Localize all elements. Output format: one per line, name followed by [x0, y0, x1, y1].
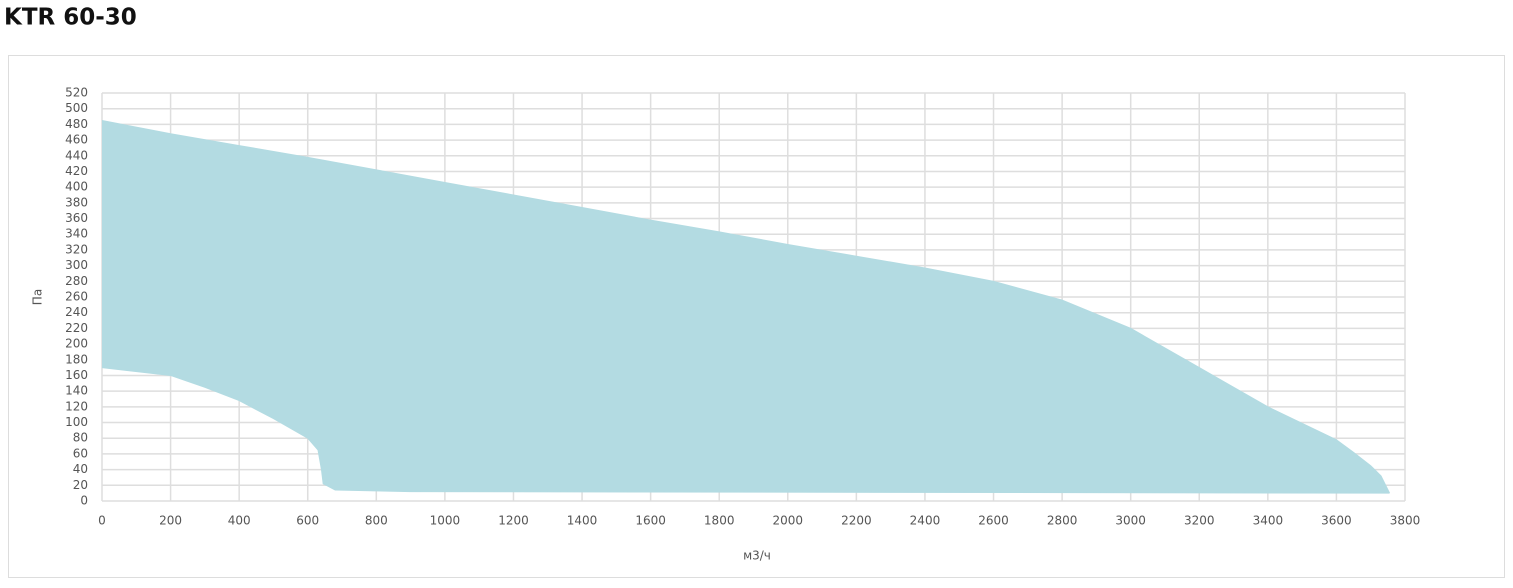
y-tick-label: 280 — [65, 274, 88, 288]
y-tick-label: 100 — [65, 415, 88, 429]
y-tick-label: 120 — [65, 399, 88, 413]
y-tick-label: 200 — [65, 337, 88, 351]
x-tick-label: 1200 — [498, 514, 529, 528]
y-tick-label: 80 — [73, 431, 88, 445]
y-tick-label: 340 — [65, 227, 88, 241]
chart-title: KTR 60-30 — [4, 5, 137, 31]
y-tick-label: 400 — [65, 180, 88, 194]
x-tick-label: 3200 — [1184, 514, 1215, 528]
x-tick-label: 2000 — [773, 514, 804, 528]
y-tick-label: 20 — [73, 478, 88, 492]
y-tick-label: 520 — [65, 86, 88, 100]
x-tick-label: 3800 — [1390, 514, 1421, 528]
y-tick-label: 160 — [65, 368, 88, 382]
y-tick-label: 180 — [65, 352, 88, 366]
x-tick-label: 600 — [296, 514, 319, 528]
y-tick-label: 260 — [65, 290, 88, 304]
x-tick-label: 1800 — [704, 514, 735, 528]
x-tick-label: 0 — [98, 514, 106, 528]
y-tick-label: 60 — [73, 446, 88, 460]
x-tick-label: 3600 — [1321, 514, 1352, 528]
area-edge — [101, 119, 1391, 494]
x-tick-label: 1400 — [567, 514, 598, 528]
y-tick-label: 220 — [65, 321, 88, 335]
x-tick-label: 2800 — [1047, 514, 1078, 528]
y-tick-label: 360 — [65, 211, 88, 225]
x-tick-label: 2400 — [910, 514, 941, 528]
y-tick-label: 300 — [65, 258, 88, 272]
x-tick-label: 3400 — [1253, 514, 1284, 528]
x-tick-label: 2200 — [841, 514, 872, 528]
area-edge — [101, 367, 1390, 494]
x-tick-label: 3000 — [1115, 514, 1146, 528]
y-tick-label: 140 — [65, 384, 88, 398]
x-tick-label: 1000 — [430, 514, 461, 528]
y-tick-label: 40 — [73, 462, 88, 476]
area-fill — [102, 120, 1390, 494]
y-tick-label: 500 — [65, 101, 88, 115]
x-tick-label: 2600 — [978, 514, 1009, 528]
x-tick-label: 400 — [228, 514, 251, 528]
y-axis-label: Па — [31, 289, 45, 305]
y-tick-label: 0 — [80, 494, 88, 508]
y-tick-label: 420 — [65, 164, 88, 178]
x-axis-label: м3/ч — [743, 549, 771, 563]
y-tick-label: 320 — [65, 242, 88, 256]
y-tick-label: 380 — [65, 195, 88, 209]
y-tick-label: 460 — [65, 133, 88, 147]
x-tick-label: 200 — [159, 514, 182, 528]
y-tick-label: 480 — [65, 117, 88, 131]
chart-frame — [8, 55, 1505, 578]
x-tick-label: 800 — [365, 514, 388, 528]
y-tick-label: 240 — [65, 305, 88, 319]
y-tick-label: 440 — [65, 148, 88, 162]
x-tick-label: 1600 — [635, 514, 666, 528]
